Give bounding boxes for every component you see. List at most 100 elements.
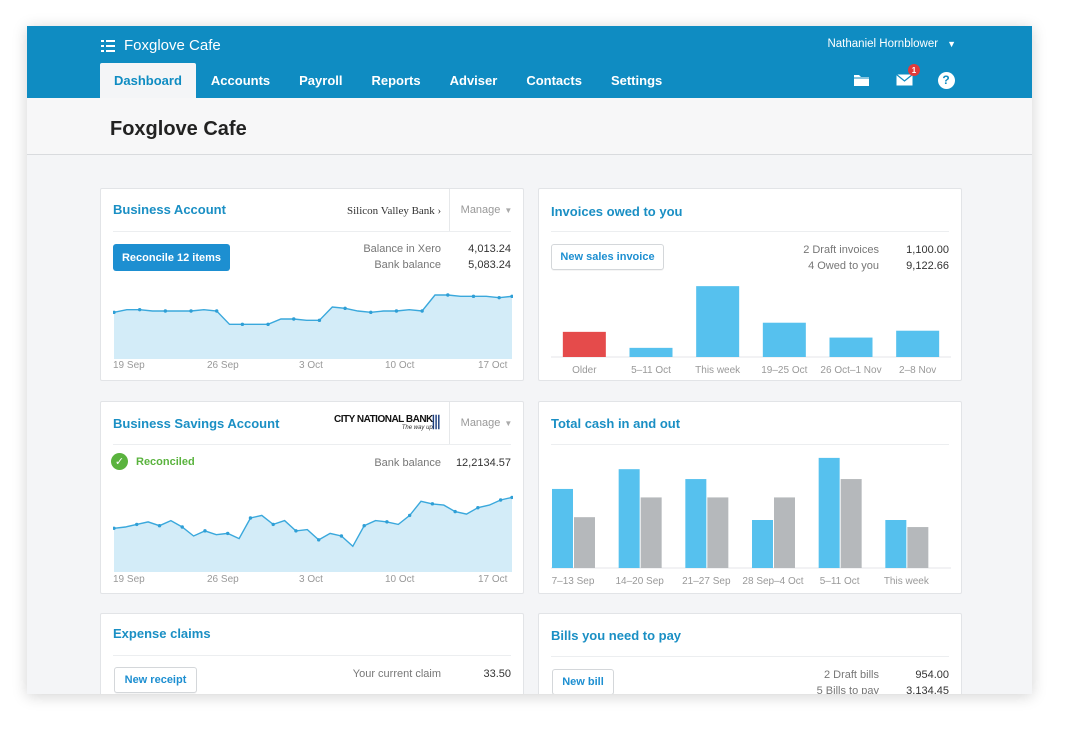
data-point <box>446 293 450 297</box>
app-window: Foxglove Cafe Nathaniel Hornblower ▼ Das… <box>27 26 1032 694</box>
x-tick-label: 14–20 Sep <box>615 576 664 587</box>
bar <box>907 527 929 568</box>
business-account-chart <box>113 293 513 359</box>
x-tick-label: 19 Sep <box>113 574 145 585</box>
tab-adviser[interactable]: Adviser <box>449 73 498 88</box>
chevron-down-icon[interactable]: ▼ <box>947 39 956 49</box>
card-title[interactable]: Total cash in and out <box>551 416 681 431</box>
x-tick-label: Older <box>572 365 597 376</box>
data-point <box>215 309 219 313</box>
data-point <box>362 524 366 528</box>
data-point <box>248 516 253 520</box>
data-point <box>203 529 207 533</box>
stat-label: Bank balance <box>374 457 441 469</box>
tab-dashboard[interactable]: Dashboard <box>100 63 196 98</box>
area-fill <box>114 295 512 359</box>
tab-payroll[interactable]: Payroll <box>299 73 343 88</box>
expense-claims-card: Expense claims New receipt Your current … <box>100 613 524 694</box>
data-point <box>163 309 168 313</box>
x-tick-label: 3 Oct <box>299 574 323 585</box>
bank-name: Silicon Valley Bank › <box>347 205 442 217</box>
top-bar: Foxglove Cafe Nathaniel Hornblower ▼ Das… <box>27 26 1032 98</box>
data-point <box>135 522 139 527</box>
tab-settings[interactable]: Settings <box>610 73 663 88</box>
card-title[interactable]: Bills you need to pay <box>551 628 682 643</box>
data-point <box>113 310 116 315</box>
user-name[interactable]: Nathaniel Hornblower <box>827 38 939 50</box>
series-line <box>113 294 513 325</box>
data-point <box>420 309 424 313</box>
header-actions: 1 ? <box>830 64 956 90</box>
x-tick-label: 26 Sep <box>207 574 239 585</box>
folder-icon[interactable] <box>852 70 872 90</box>
mail-icon[interactable]: 1 <box>894 64 920 90</box>
x-tick-label: 3 Oct <box>299 360 323 371</box>
stat-label: Your current claim <box>352 668 441 680</box>
stat-value: 3,134.45 <box>906 685 949 694</box>
data-point <box>292 317 296 321</box>
x-tick-label: 19–25 Oct <box>761 365 807 376</box>
page-title: Foxglove Cafe <box>110 118 247 140</box>
manage-dropdown[interactable]: Manage ▼ <box>449 189 523 231</box>
bar <box>640 497 662 568</box>
data-point <box>240 322 245 327</box>
bar <box>840 479 862 568</box>
bar <box>685 479 707 568</box>
tab-contacts[interactable]: Contacts <box>526 73 582 88</box>
area-fill <box>114 497 512 572</box>
card-title[interactable]: Expense claims <box>113 626 211 641</box>
data-point <box>394 309 399 313</box>
data-point <box>369 310 373 315</box>
stat-label: 4 Owed to you <box>808 260 879 272</box>
main-nav: Dashboard Accounts Payroll Reports Advis… <box>100 63 676 98</box>
org-name[interactable]: Foxglove Cafe <box>124 37 221 54</box>
x-tick-label: 26 Oct–1 Nov <box>820 365 881 376</box>
bar <box>818 457 840 568</box>
bank-logo: CITY NATIONAL BANK The way up <box>334 414 433 431</box>
stat-label: Balance in Xero <box>363 243 441 255</box>
x-tick-label: This week <box>884 576 930 587</box>
savings-account-card: Business Savings Account CITY NATIONAL B… <box>100 401 524 594</box>
x-tick-label: 19 Sep <box>113 360 145 371</box>
new-bill-button[interactable]: New bill <box>552 669 614 694</box>
data-point <box>476 506 480 510</box>
x-tick-label: This week <box>695 365 741 376</box>
tab-reports[interactable]: Reports <box>371 73 421 88</box>
manage-dropdown[interactable]: Manage ▼ <box>449 402 523 444</box>
reconcile-button[interactable]: Reconcile 12 items <box>113 244 230 271</box>
data-point <box>317 318 322 323</box>
new-sales-invoice-button[interactable]: New sales invoice <box>551 244 664 270</box>
data-point <box>498 498 503 502</box>
bar <box>618 469 640 568</box>
card-title[interactable]: Business Account <box>113 202 226 217</box>
data-point <box>339 534 344 538</box>
data-point <box>407 513 412 518</box>
help-icon[interactable]: ? <box>936 70 956 90</box>
bank-flag-icon <box>432 414 440 430</box>
x-tick-label: 17 Oct <box>478 360 508 371</box>
stat-label: 2 Draft invoices <box>803 244 879 256</box>
data-point <box>266 322 270 327</box>
bar <box>562 331 606 357</box>
x-tick-label: 28 Sep–4 Oct <box>742 576 803 587</box>
bar <box>629 347 673 357</box>
chevron-down-icon: ▼ <box>504 418 513 428</box>
data-point <box>497 295 501 300</box>
stat-value: 954.00 <box>915 669 949 681</box>
new-receipt-button[interactable]: New receipt <box>114 667 197 693</box>
user-menu[interactable]: Nathaniel Hornblower ▼ <box>827 38 956 50</box>
org-switcher[interactable]: Foxglove Cafe <box>101 37 221 54</box>
data-point <box>189 309 193 313</box>
card-title[interactable]: Business Savings Account <box>113 416 280 431</box>
page-header: Foxglove Cafe <box>27 98 1032 155</box>
card-title[interactable]: Invoices owed to you <box>551 204 683 219</box>
data-point <box>113 526 116 530</box>
data-point <box>137 307 142 312</box>
menu-icon[interactable] <box>101 39 115 52</box>
x-tick-label: 2–8 Nov <box>899 365 936 376</box>
stat-label: 5 Bills to pay <box>816 685 879 694</box>
tab-accounts[interactable]: Accounts <box>210 73 271 88</box>
x-tick-label: 26 Sep <box>207 360 239 371</box>
bar <box>762 322 806 357</box>
data-point <box>343 306 347 311</box>
